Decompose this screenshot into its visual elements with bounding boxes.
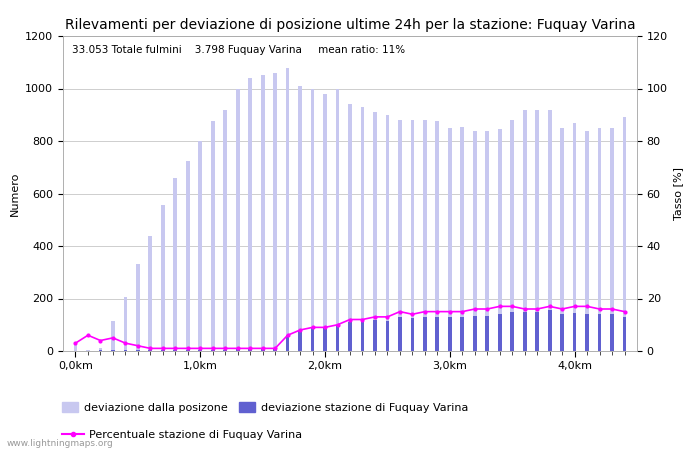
Bar [86, 350, 90, 351]
Bar [298, 86, 302, 351]
Bar [261, 348, 265, 351]
Bar [123, 350, 127, 351]
Bar [323, 94, 327, 351]
Bar [373, 320, 377, 351]
Bar [273, 73, 277, 351]
Bar [74, 344, 78, 351]
Title: Rilevamenti per deviazione di posizione ultime 24h per la stazione: Fuquay Varin: Rilevamenti per deviazione di posizione … [64, 18, 636, 32]
Bar [461, 317, 464, 351]
Bar [386, 115, 389, 351]
Bar [623, 117, 626, 351]
Bar [560, 314, 564, 351]
Bar [448, 317, 452, 351]
Bar [623, 317, 626, 351]
Bar [248, 348, 252, 351]
Bar [398, 317, 402, 351]
Bar [323, 328, 327, 351]
Bar [548, 109, 552, 351]
Bar [273, 348, 277, 351]
Bar [311, 89, 314, 351]
Bar [99, 350, 102, 351]
Bar [598, 128, 601, 351]
Text: 33.053 Totale fulmini    3.798 Fuquay Varina     mean ratio: 11%: 33.053 Totale fulmini 3.798 Fuquay Varin… [71, 45, 405, 55]
Bar [136, 265, 140, 351]
Bar [435, 122, 439, 351]
Bar [498, 129, 502, 351]
Bar [198, 350, 202, 351]
Bar [248, 78, 252, 351]
Bar [111, 350, 115, 351]
Bar [523, 311, 526, 351]
Bar [161, 350, 164, 351]
Bar [410, 120, 414, 351]
Bar [148, 235, 152, 351]
Bar [560, 128, 564, 351]
Bar [236, 89, 239, 351]
Bar [211, 350, 215, 351]
Bar [498, 314, 502, 351]
Bar [510, 311, 514, 351]
Bar [423, 317, 427, 351]
Bar [161, 205, 164, 351]
Bar [473, 315, 477, 351]
Bar [510, 120, 514, 351]
Bar [336, 89, 340, 351]
Bar [398, 120, 402, 351]
Bar [536, 311, 539, 351]
Bar [536, 109, 539, 351]
Bar [123, 297, 127, 351]
Bar [360, 321, 365, 351]
Bar [610, 314, 614, 351]
Bar [348, 104, 352, 351]
Bar [298, 330, 302, 351]
Bar [435, 317, 439, 351]
Bar [99, 348, 102, 351]
Bar [548, 310, 552, 351]
Bar [111, 321, 115, 351]
Bar [461, 126, 464, 351]
Bar [198, 141, 202, 351]
Bar [360, 107, 365, 351]
Bar [573, 122, 577, 351]
Y-axis label: Numero: Numero [10, 171, 20, 216]
Bar [136, 350, 140, 351]
Bar [223, 109, 227, 351]
Bar [523, 109, 526, 351]
Text: www.lightningmaps.org: www.lightningmaps.org [7, 439, 113, 448]
Bar [236, 348, 239, 351]
Bar [423, 120, 427, 351]
Bar [610, 128, 614, 351]
Bar [261, 75, 265, 351]
Bar [410, 318, 414, 351]
Y-axis label: Tasso [%]: Tasso [%] [673, 167, 683, 220]
Legend: deviazione dalla posizone, deviazione stazione di Fuquay Varina: deviazione dalla posizone, deviazione st… [62, 402, 468, 413]
Bar [311, 328, 314, 351]
Bar [598, 314, 601, 351]
Bar [174, 178, 177, 351]
Bar [348, 322, 352, 351]
Bar [485, 315, 489, 351]
Bar [286, 335, 290, 351]
Bar [448, 128, 452, 351]
Bar [186, 350, 190, 351]
Bar [148, 350, 152, 351]
Bar [211, 122, 215, 351]
Bar [485, 130, 489, 351]
Bar [585, 314, 589, 351]
Bar [186, 161, 190, 351]
Bar [286, 68, 290, 351]
Legend: Percentuale stazione di Fuquay Varina: Percentuale stazione di Fuquay Varina [62, 430, 302, 440]
Bar [473, 130, 477, 351]
Bar [373, 112, 377, 351]
Bar [573, 313, 577, 351]
Bar [174, 350, 177, 351]
Bar [585, 130, 589, 351]
Bar [223, 350, 227, 351]
Bar [386, 321, 389, 351]
Bar [336, 325, 340, 351]
